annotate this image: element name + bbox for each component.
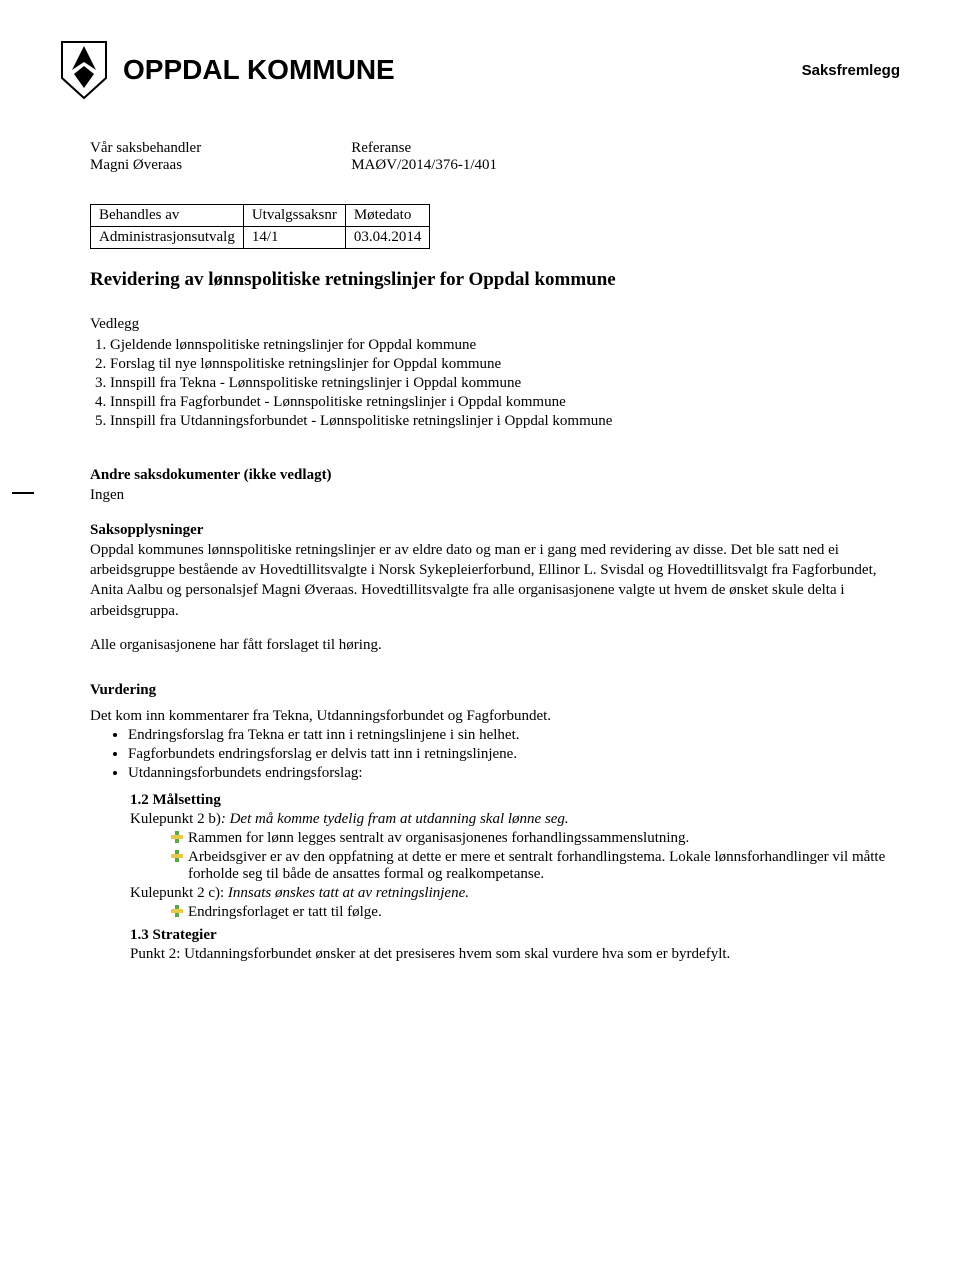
plus-line: Rammen for lønn legges sentralt av organ… <box>170 830 900 847</box>
list-item: Utdanningsforbundets endringsforslag: <box>128 765 900 782</box>
margin-tick <box>12 492 34 494</box>
saksopplysninger-heading: Saksopplysninger <box>90 520 900 540</box>
th-motedato: Møtedato <box>345 205 430 227</box>
vurdering-heading: Vurdering <box>90 680 900 700</box>
list-item: Endringsforslag fra Tekna er tatt inn i … <box>128 727 900 744</box>
sub-heading-1-3: 1.3 Strategier <box>130 927 900 944</box>
plus-icon <box>170 904 184 918</box>
municipality-logo-icon <box>60 40 108 100</box>
doc-type: Saksfremlegg <box>802 62 900 79</box>
th-behandles: Behandles av <box>91 205 244 227</box>
plus-icon <box>170 830 184 844</box>
td-utvalg: 14/1 <box>243 227 345 249</box>
kulepunkt-2c: Kulepunkt 2 c): Innsats ønskes tatt at a… <box>130 885 900 902</box>
list-item: Innspill fra Tekna - Lønnspolitiske retn… <box>110 375 900 392</box>
td-motedato: 03.04.2014 <box>345 227 430 249</box>
meta-left-label: Vår saksbehandler <box>90 140 201 157</box>
attachments-list: Gjeldende lønnspolitiske retningslinjer … <box>90 337 900 430</box>
sub-heading-1-2: 1.2 Målsetting <box>130 792 900 809</box>
plus-text: Arbeidsgiver er av den oppfatning at det… <box>188 849 900 883</box>
page-title: Revidering av lønnspolitiske retningslin… <box>90 269 900 291</box>
list-item: Innspill fra Fagforbundet - Lønnspolitis… <box>110 394 900 411</box>
meta-right-value: MAØV/2014/376-1/401 <box>351 157 497 174</box>
kule2b-label: Kulepunkt 2 b) <box>130 811 221 827</box>
saksopplysninger-p1: Oppdal kommunes lønnspolitiske retningsl… <box>90 540 900 621</box>
list-item: Innspill fra Utdanningsforbundet - Lønns… <box>110 413 900 430</box>
kule2c-italic: Innsats ønskes tatt at av retningslinjen… <box>228 885 469 901</box>
saksopplysninger-p2: Alle organisasjonene har fått forslaget … <box>90 635 900 655</box>
table-row: Behandles av Utvalgssaksnr Møtedato <box>91 205 430 227</box>
vurdering-bullets: Endringsforslag fra Tekna er tatt inn i … <box>110 727 900 782</box>
kulepunkt-2b: Kulepunkt 2 b): Det må komme tydelig fra… <box>130 811 900 828</box>
attachments-label: Vedlegg <box>90 316 900 333</box>
other-docs-value: Ingen <box>90 485 900 505</box>
list-item: Forslag til nye lønnspolitiske retningsl… <box>110 356 900 373</box>
list-item: Gjeldende lønnspolitiske retningslinjer … <box>110 337 900 354</box>
case-table: Behandles av Utvalgssaksnr Møtedato Admi… <box>90 204 430 249</box>
org-name: OPPDAL KOMMUNE <box>123 54 395 86</box>
header-left: OPPDAL KOMMUNE <box>60 40 395 100</box>
th-utvalg: Utvalgssaksnr <box>243 205 345 227</box>
kule2b-italic: : Det må komme tydelig fram at utdanning… <box>221 811 569 827</box>
td-behandles: Administrasjonsutvalg <box>91 227 244 249</box>
plus-text: Rammen for lønn legges sentralt av organ… <box>188 830 900 847</box>
plus-line: Arbeidsgiver er av den oppfatning at det… <box>170 849 900 883</box>
plus-text: Endringsforlaget er tatt til følge. <box>188 904 900 921</box>
header: OPPDAL KOMMUNE Saksfremlegg <box>60 40 900 100</box>
list-item: Fagforbundets endringsforslag er delvis … <box>128 746 900 763</box>
kule2c-label: Kulepunkt 2 c): <box>130 885 228 901</box>
table-row: Administrasjonsutvalg 14/1 03.04.2014 <box>91 227 430 249</box>
meta-block: Vår saksbehandler Magni Øveraas Referans… <box>90 140 900 174</box>
punkt2: Punkt 2: Utdanningsforbundet ønsker at d… <box>130 946 900 963</box>
vurdering-intro: Det kom inn kommentarer fra Tekna, Utdan… <box>90 706 900 726</box>
other-docs-heading: Andre saksdokumenter (ikke vedlagt) <box>90 465 900 485</box>
plus-line: Endringsforlaget er tatt til følge. <box>170 904 900 921</box>
plus-icon <box>170 849 184 863</box>
meta-left-value: Magni Øveraas <box>90 157 201 174</box>
meta-right-label: Referanse <box>351 140 497 157</box>
